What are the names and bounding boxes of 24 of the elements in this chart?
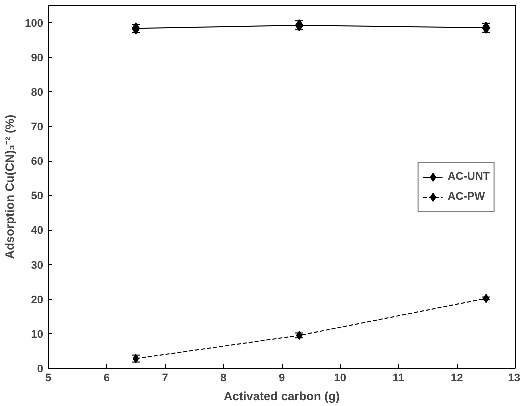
x-tick-label: 13 (508, 372, 520, 384)
y-tick-label: 30 (31, 260, 44, 272)
y-tick-label: 70 (31, 122, 44, 134)
y-tick-label: 90 (31, 52, 44, 64)
x-tick-label: 8 (220, 372, 227, 384)
legend-label: AC-PW (448, 190, 486, 202)
x-axis-title: Activated carbon (g) (224, 390, 340, 404)
x-tick-label: 7 (162, 372, 168, 384)
x-tick-label: 10 (334, 372, 347, 384)
y-tick-label: 100 (25, 18, 44, 30)
legend-label: AC-UNT (448, 170, 490, 182)
y-tick-label: 0 (37, 364, 44, 376)
x-tick-label: 5 (45, 372, 52, 384)
y-tick-label: 60 (31, 156, 44, 168)
x-tick-label: 12 (451, 372, 464, 384)
y-tick-label: 50 (31, 190, 44, 203)
y-tick-label: 20 (31, 294, 44, 306)
x-tick-label: 9 (278, 372, 286, 384)
y-axis-title: Adsorption Cu(CN)₃⁻² (%) (3, 114, 18, 260)
x-tick-label: 6 (104, 372, 110, 384)
y-tick-label: 40 (31, 225, 44, 238)
y-tick-label: 80 (31, 86, 44, 99)
y-tick-label: 10 (31, 328, 44, 341)
x-tick-label: 11 (392, 372, 405, 384)
